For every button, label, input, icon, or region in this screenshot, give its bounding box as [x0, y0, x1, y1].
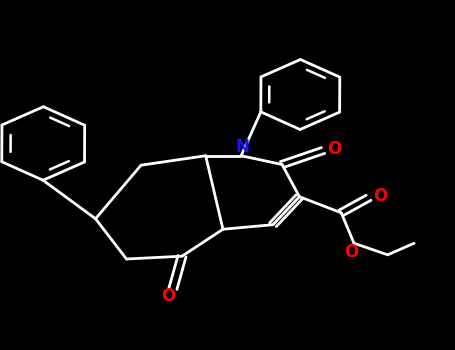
- Text: O: O: [327, 140, 342, 158]
- Text: O: O: [373, 187, 387, 205]
- Text: O: O: [344, 243, 359, 261]
- Text: N: N: [236, 138, 249, 156]
- Text: O: O: [161, 287, 176, 306]
